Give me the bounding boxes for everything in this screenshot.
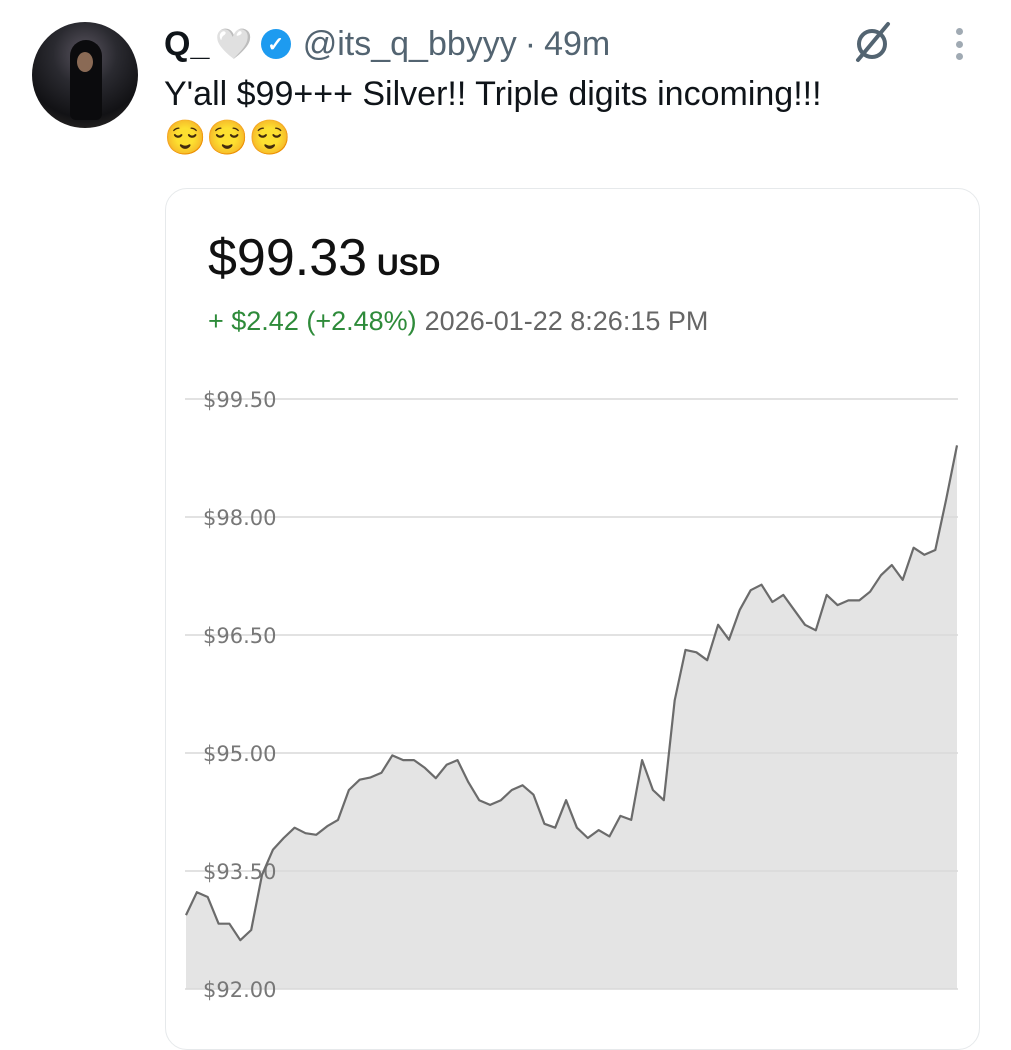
more-dot-icon [956,53,963,60]
tweet-emojis: 😌😌😌 [164,116,984,160]
y-tick-label: $95.00 [203,742,276,766]
currency-label: USD [377,249,440,282]
more-options-button[interactable] [945,24,973,64]
tweet-text: Y'all $99+++ Silver!! Triple digits inco… [164,72,984,160]
price-display: $99.33 USD [208,228,440,288]
price-value: $99.33 [208,229,367,287]
tweet-header: Q_ 🤍 ✓ @its_q_bbyyy · 49m [164,22,610,66]
y-tick-label: $93.50 [203,860,276,884]
tweet-body: Y'all $99+++ Silver!! Triple digits inco… [164,72,984,116]
price-timestamp: 2026-01-22 8:26:15 PM [425,306,709,336]
grok-icon[interactable] [850,20,894,64]
more-dot-icon [956,28,963,35]
price-chart: $92.00 $93.50 $95.00 $96.50 $98.00 $99.50 [165,380,978,1024]
tweet-time[interactable]: 49m [544,25,610,64]
display-name[interactable]: Q_ [164,25,209,64]
separator: · [525,25,536,64]
verified-badge-icon[interactable]: ✓ [261,29,291,59]
y-tick-label: $99.50 [203,388,276,412]
area-fill [186,445,957,989]
user-handle[interactable]: @its_q_bbyyy [303,25,517,64]
y-tick-label: $96.50 [203,624,276,648]
more-dot-icon [956,41,963,48]
avatar-face [77,52,93,72]
avatar[interactable] [32,22,138,128]
y-tick-label: $98.00 [203,506,276,530]
y-tick-label: $92.00 [203,978,276,1002]
price-change-row: + $2.42 (+2.48%) 2026-01-22 8:26:15 PM [208,306,708,337]
heart-emoji: 🤍 [215,27,252,62]
price-change: + $2.42 (+2.48%) [208,306,417,336]
